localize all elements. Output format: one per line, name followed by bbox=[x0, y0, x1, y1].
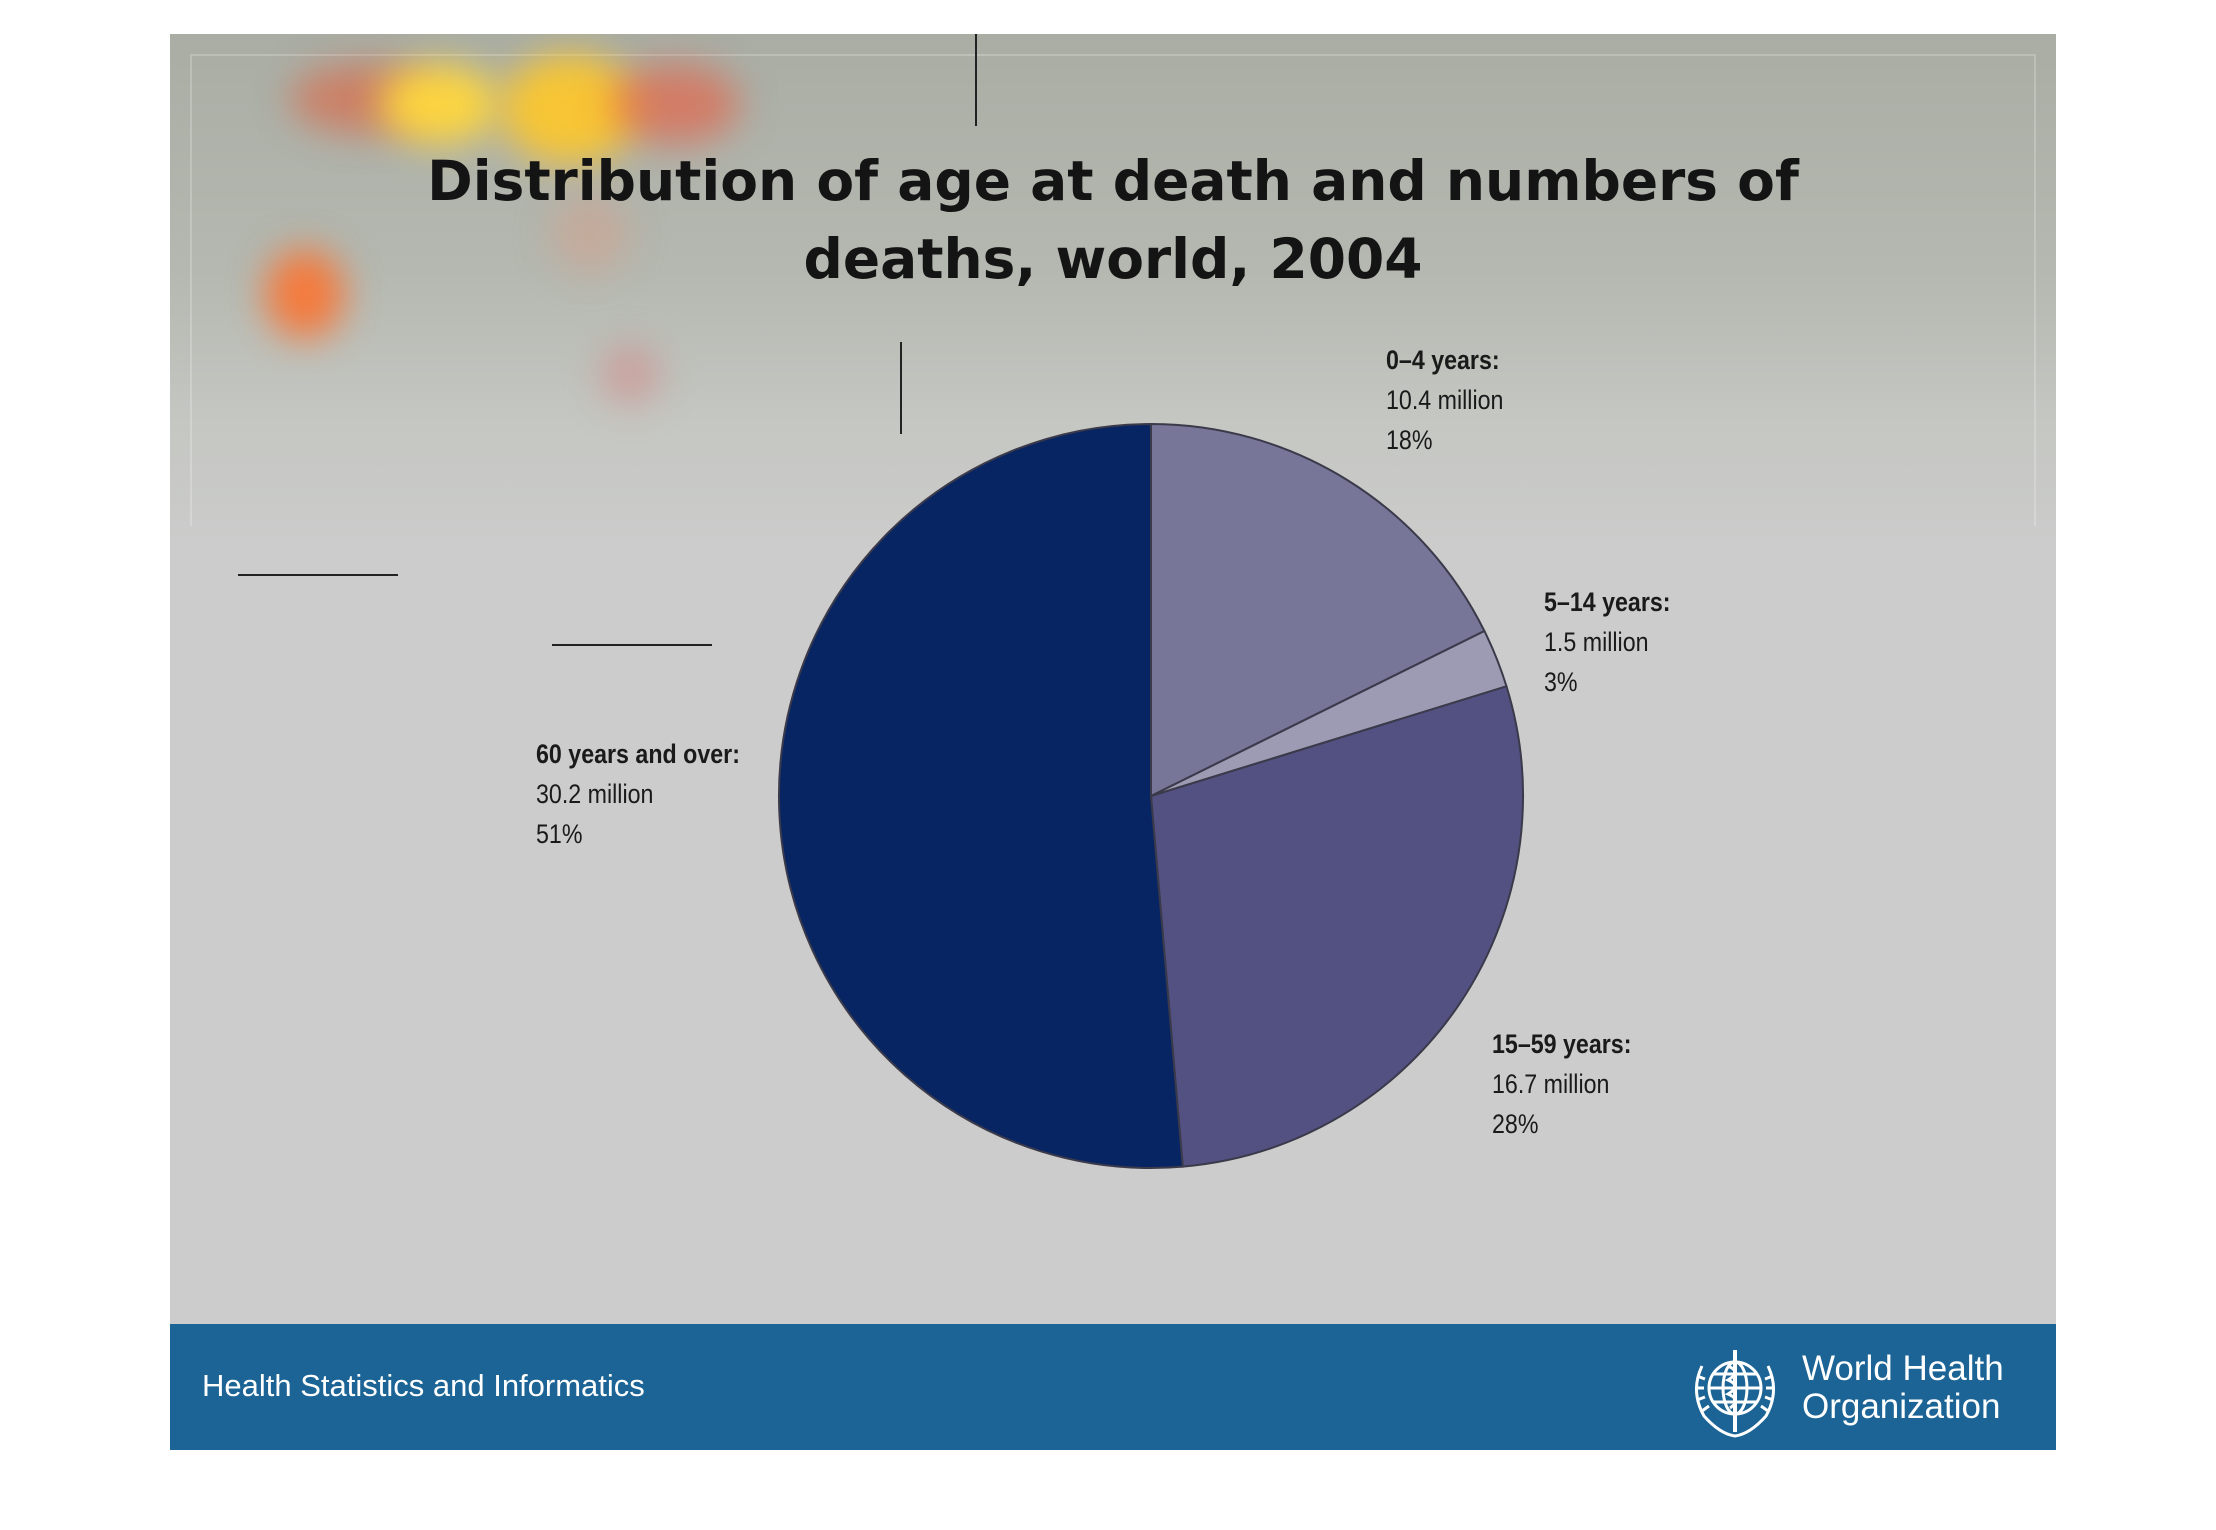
chart-title-line: deaths, world, 2004 bbox=[803, 227, 1423, 291]
slice-label-0-4: 0–4 years: 10.4 million 18% bbox=[1386, 340, 1523, 460]
slice-label-name: 15–59 years: bbox=[1492, 1029, 1632, 1059]
slide: Distribution of age at death and numbers… bbox=[170, 34, 2056, 1450]
slice-label-value: 16.7 million bbox=[1492, 1069, 1610, 1099]
slice-label-value: 30.2 million bbox=[536, 779, 654, 809]
slice-label-5-14: 5–14 years: 1.5 million 3% bbox=[1544, 582, 1691, 702]
who-emblem-icon bbox=[1695, 1350, 1775, 1438]
divider-line bbox=[238, 574, 398, 576]
divider-line bbox=[975, 34, 977, 126]
pie-chart bbox=[778, 422, 1524, 1169]
heatmap-blob bbox=[610, 64, 740, 144]
heatmap-blob bbox=[265, 249, 345, 339]
heatmap-blob bbox=[380, 64, 500, 144]
slice-label-percent: 3% bbox=[1544, 667, 1578, 697]
heatmap-blob bbox=[600, 344, 660, 404]
who-name-line: World Health bbox=[1802, 1349, 2004, 1388]
banner-frame bbox=[190, 54, 2036, 526]
heatmap-blob bbox=[550, 194, 630, 274]
slice-label-name: 5–14 years: bbox=[1544, 587, 1671, 617]
who-name-line: Organization bbox=[1802, 1387, 2001, 1426]
slice-label-name: 0–4 years: bbox=[1386, 345, 1500, 375]
footer-text: Health Statistics and Informatics bbox=[202, 1368, 645, 1403]
slice-label-value: 10.4 million bbox=[1386, 385, 1504, 415]
slice-label-15-59: 15–59 years: 16.7 million 28% bbox=[1492, 1024, 1654, 1144]
divider-line bbox=[552, 644, 712, 646]
slice-label-name: 60 years and over: bbox=[536, 739, 740, 769]
chart-title: Distribution of age at death and numbers… bbox=[170, 142, 2056, 298]
slice-label-percent: 18% bbox=[1386, 425, 1433, 455]
slice-label-percent: 51% bbox=[536, 819, 583, 849]
pie-slice-0 bbox=[1150, 422, 1486, 798]
divider-line bbox=[900, 342, 902, 434]
who-name: World Health Organization bbox=[1802, 1350, 2004, 1426]
pie-slices bbox=[778, 422, 1524, 1169]
slice-label-value: 1.5 million bbox=[1544, 627, 1649, 657]
footer-bar: Health Statistics and Informatics World … bbox=[170, 1324, 2056, 1450]
slice-label-60-plus: 60 years and over: 30.2 million 51% bbox=[536, 734, 773, 854]
pie-slice-3 bbox=[778, 422, 1184, 1169]
chart-title-line: Distribution of age at death and numbers… bbox=[427, 149, 1799, 213]
pie-slice-2 bbox=[1149, 685, 1524, 1168]
slice-label-percent: 28% bbox=[1492, 1109, 1539, 1139]
